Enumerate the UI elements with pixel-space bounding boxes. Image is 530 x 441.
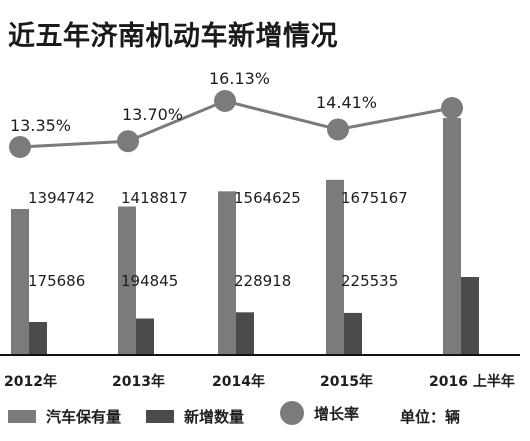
bar-new-0 — [29, 322, 47, 354]
bar-stock-2 — [218, 191, 236, 354]
legend-item-stock: 汽车保有量 — [8, 406, 121, 427]
label-new-1: 194845 — [121, 272, 178, 290]
growth-point-0 — [9, 136, 31, 158]
label-stock-0: 1394742 — [28, 189, 95, 207]
growth-point-3 — [327, 118, 349, 141]
growth-point-2 — [214, 90, 236, 112]
bar-new-3 — [344, 312, 362, 354]
growth-rate-line — [19, 99, 453, 149]
bar-new-1 — [136, 318, 154, 354]
chart-title: 近五年济南机动车新增情况 — [8, 21, 338, 52]
bar-stock-1 — [118, 206, 136, 354]
legend-label-new: 新增数量 — [184, 408, 245, 426]
bar-new-2 — [236, 312, 254, 354]
chart-legend: 汽车保有量 新增数量 增长率 单位：辆 — [0, 396, 530, 436]
label-new-2: 228918 — [234, 272, 291, 290]
bar-stock-0 — [11, 209, 29, 354]
legend-swatch-growth — [280, 401, 304, 425]
category-label-2: 2014年 — [212, 373, 265, 390]
label-rate-3: 14.41% — [316, 93, 377, 112]
bar-stock-3 — [326, 179, 344, 354]
label-new-0: 175686 — [28, 272, 85, 290]
growth-point-4 — [441, 97, 463, 119]
label-stock-2: 1564625 — [234, 189, 301, 207]
label-rate-2: 16.13% — [209, 69, 270, 88]
label-new-3: 225535 — [341, 272, 398, 290]
legend-item-growth: 增长率 — [280, 401, 359, 425]
category-label-0: 2012年 — [4, 373, 57, 390]
category-label-1: 2013年 — [112, 373, 165, 390]
label-rate-0: 13.35% — [10, 116, 71, 135]
category-label-3: 2015年 — [320, 373, 373, 390]
unit-label: 单位：辆 — [400, 408, 461, 426]
label-stock-3: 1675167 — [341, 189, 408, 207]
growth-point-1 — [117, 130, 139, 153]
label-stock-1: 1418817 — [121, 189, 188, 207]
bar-stock-4 — [443, 118, 461, 354]
legend-swatch-stock — [8, 410, 36, 423]
bar-new-4 — [461, 277, 479, 354]
label-rate-1: 13.70% — [122, 105, 183, 124]
legend-label-stock: 汽车保有量 — [46, 408, 122, 426]
category-label-4: 2016 上半年 — [429, 373, 515, 390]
legend-label-growth: 增长率 — [314, 404, 360, 423]
legend-swatch-new — [146, 410, 174, 423]
legend-item-new: 新增数量 — [146, 406, 244, 427]
